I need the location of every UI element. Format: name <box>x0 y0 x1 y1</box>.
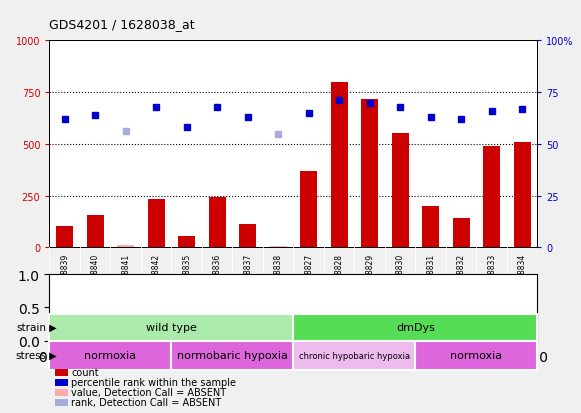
Bar <box>415 341 537 370</box>
Text: GSM398838: GSM398838 <box>274 253 282 299</box>
Text: GSM398842: GSM398842 <box>152 253 160 299</box>
Text: GSM398836: GSM398836 <box>213 253 221 299</box>
Text: percentile rank within the sample: percentile rank within the sample <box>71 377 236 387</box>
Bar <box>392 134 408 248</box>
Bar <box>56 226 73 248</box>
Text: GSM398828: GSM398828 <box>335 253 343 299</box>
Bar <box>514 142 530 248</box>
Text: GSM398830: GSM398830 <box>396 253 404 299</box>
Bar <box>209 198 225 248</box>
Bar <box>49 341 171 370</box>
Text: normobaric hypoxia: normobaric hypoxia <box>177 350 288 360</box>
Text: stress: stress <box>15 350 46 360</box>
Bar <box>171 341 293 370</box>
Text: GSM398831: GSM398831 <box>426 253 435 299</box>
Bar <box>453 219 469 248</box>
Text: GSM398835: GSM398835 <box>182 253 191 299</box>
Text: GDS4201 / 1628038_at: GDS4201 / 1628038_at <box>49 17 195 31</box>
Bar <box>293 314 537 341</box>
Text: GSM398840: GSM398840 <box>91 253 99 299</box>
Text: GSM398834: GSM398834 <box>518 253 526 299</box>
Text: GSM398837: GSM398837 <box>243 253 252 299</box>
Text: normoxia: normoxia <box>84 350 137 360</box>
Text: GSM398832: GSM398832 <box>457 253 465 299</box>
Text: GSM398829: GSM398829 <box>365 253 374 299</box>
Text: GSM398833: GSM398833 <box>487 253 496 299</box>
Text: dmDys: dmDys <box>396 322 435 332</box>
Bar <box>293 341 415 370</box>
Bar <box>361 100 378 248</box>
Text: normoxia: normoxia <box>450 350 503 360</box>
Bar <box>422 206 439 248</box>
Text: GSM398827: GSM398827 <box>304 253 313 299</box>
Bar <box>483 147 500 248</box>
Text: wild type: wild type <box>146 322 197 332</box>
Bar <box>117 245 134 248</box>
Text: chronic hypobaric hypoxia: chronic hypobaric hypoxia <box>299 351 410 360</box>
Text: strain: strain <box>16 322 46 332</box>
Text: ▶: ▶ <box>46 322 57 332</box>
Bar <box>331 83 347 248</box>
Bar <box>270 246 286 248</box>
Text: rank, Detection Call = ABSENT: rank, Detection Call = ABSENT <box>71 397 222 407</box>
Bar <box>300 171 317 248</box>
Bar <box>178 236 195 248</box>
Bar <box>87 216 103 248</box>
Text: value, Detection Call = ABSENT: value, Detection Call = ABSENT <box>71 387 227 397</box>
Text: count: count <box>71 368 99 377</box>
Text: GSM398839: GSM398839 <box>60 253 69 299</box>
Text: GSM398841: GSM398841 <box>121 253 130 299</box>
Bar <box>49 314 293 341</box>
Bar <box>239 225 256 248</box>
Bar <box>148 200 164 248</box>
Text: ▶: ▶ <box>46 350 57 360</box>
